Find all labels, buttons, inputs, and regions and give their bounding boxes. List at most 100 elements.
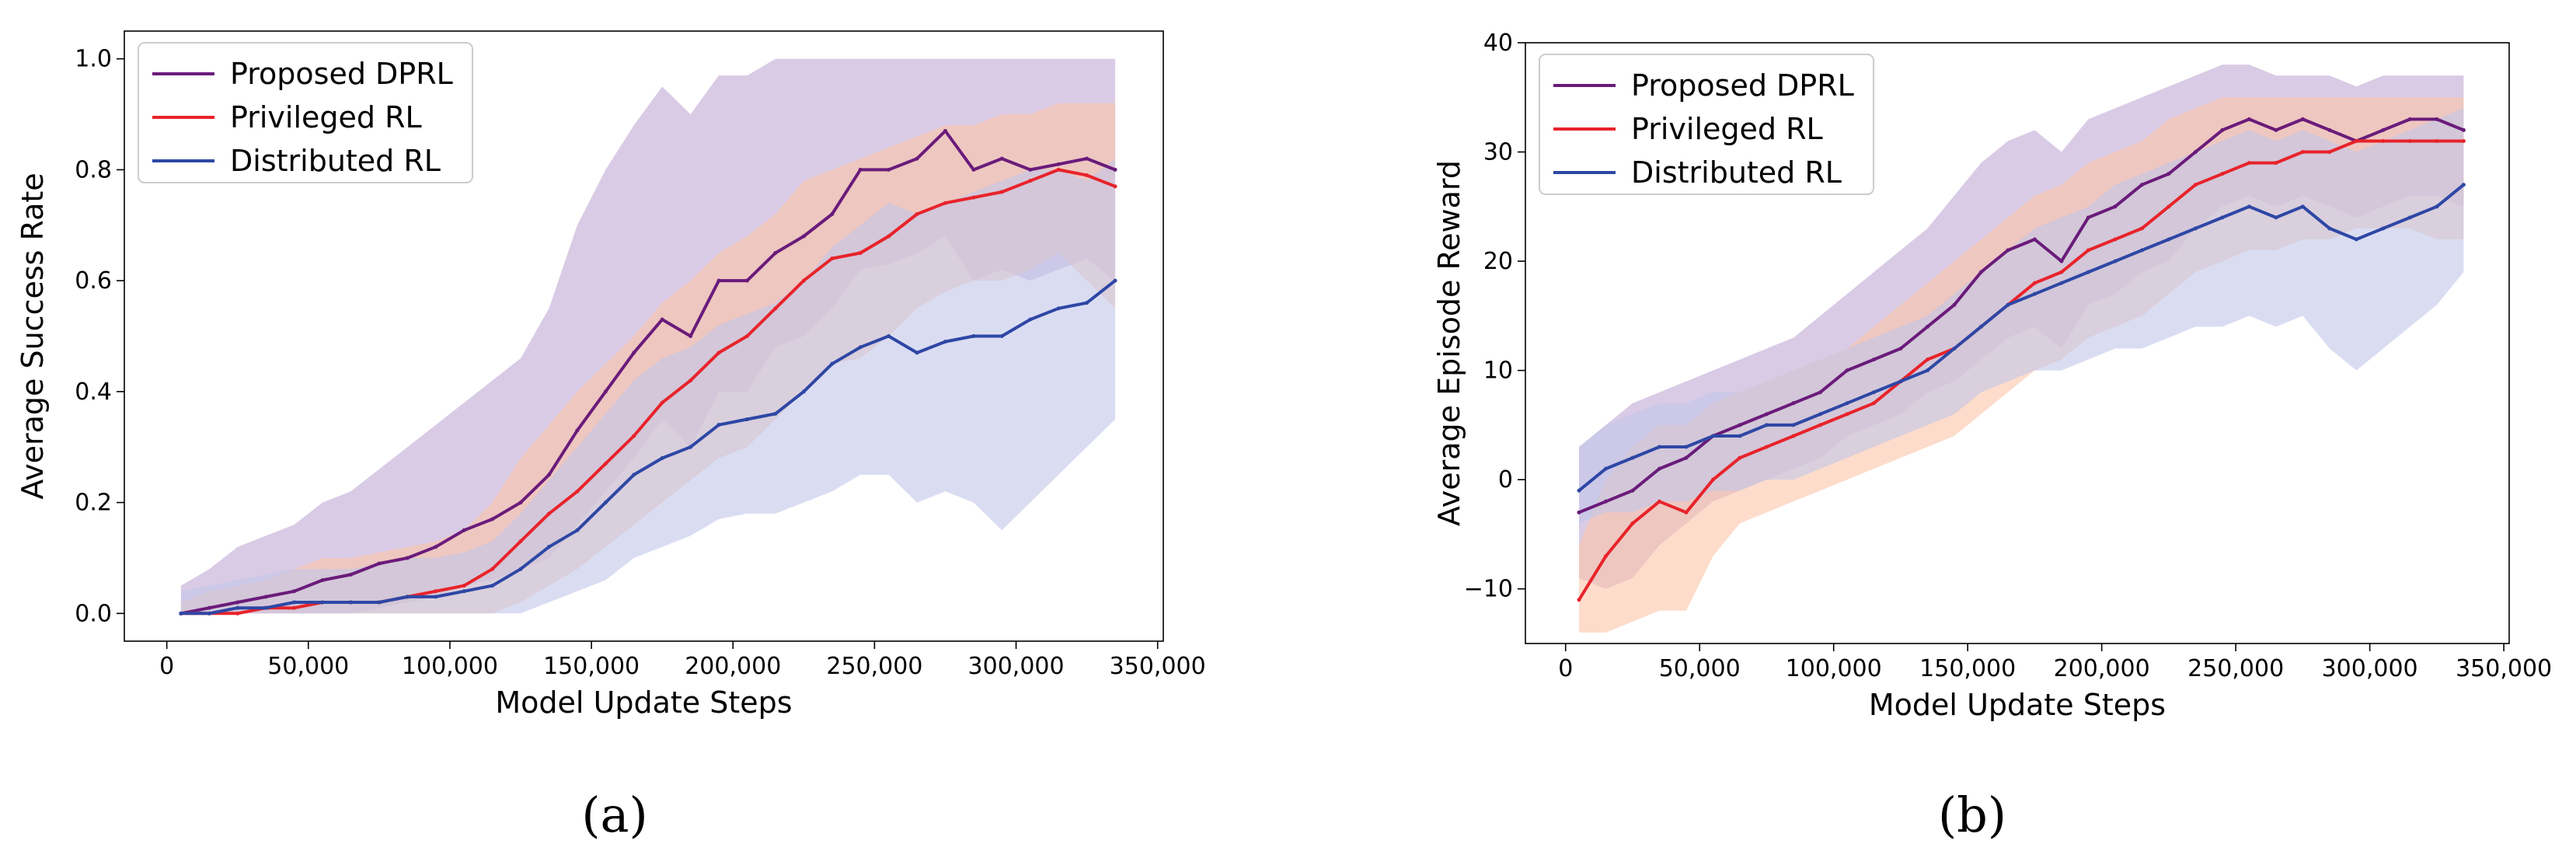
y-axis-label: Average Episode Reward: [1432, 160, 1466, 526]
line-privileged-rl: [1577, 139, 2464, 601]
point-proposed-dprl: [1085, 156, 1089, 161]
point-distributed-rl: [1764, 423, 1769, 427]
legend-label: Proposed DPRL: [1631, 68, 1854, 103]
point-proposed-dprl: [1764, 412, 1769, 417]
point-proposed-dprl: [2327, 127, 2332, 132]
point-privileged-rl: [518, 539, 523, 544]
point-distributed-rl: [2086, 270, 2090, 274]
point-distributed-rl: [546, 545, 551, 549]
x-tick-label: 100,000: [402, 653, 498, 680]
point-proposed-dprl: [1925, 324, 1929, 329]
x-tick-label: 50,000: [267, 653, 349, 680]
y-tick-label: 10: [1483, 358, 1513, 385]
line-proposed-dprl: [180, 129, 1116, 616]
point-privileged-rl: [1710, 477, 1715, 482]
point-proposed-dprl: [2461, 127, 2466, 132]
legend-box: [1539, 54, 1874, 195]
y-tick-label: 40: [1483, 30, 1513, 57]
point-proposed-dprl: [2220, 127, 2225, 132]
legend-label: Distributed RL: [230, 144, 441, 178]
point-privileged-rl: [1845, 412, 1849, 417]
plot-area: [179, 58, 1117, 616]
point-proposed-dprl: [1577, 510, 1581, 514]
point-privileged-rl: [2407, 138, 2412, 143]
point-distributed-rl: [1738, 434, 1742, 438]
point-distributed-rl: [632, 473, 636, 477]
point-privileged-rl: [490, 567, 495, 571]
point-distributed-rl: [2300, 204, 2305, 209]
point-distributed-rl: [1113, 278, 1117, 283]
point-proposed-dprl: [1791, 401, 1796, 406]
point-proposed-dprl: [2086, 215, 2090, 220]
point-distributed-rl: [1056, 306, 1061, 311]
point-distributed-rl: [1028, 317, 1033, 322]
point-privileged-rl: [1684, 510, 1689, 514]
line-distributed-rl: [180, 279, 1117, 616]
point-privileged-rl: [2139, 226, 2144, 231]
point-privileged-rl: [1056, 167, 1061, 172]
point-distributed-rl: [1818, 412, 1822, 417]
point-proposed-dprl: [1978, 270, 1983, 274]
point-proposed-dprl: [2381, 127, 2386, 132]
point-privileged-rl: [1925, 358, 1929, 362]
point-proposed-dprl: [688, 334, 693, 338]
point-privileged-rl: [2300, 150, 2305, 155]
chart-panel-a: 0 50,000 100,000 150,000 200,000 250,000 300,0…: [16, 30, 1206, 843]
point-proposed-dprl: [1684, 455, 1689, 460]
point-proposed-dprl: [1603, 499, 1608, 504]
point-proposed-dprl: [2166, 172, 2171, 176]
point-distributed-rl: [292, 600, 297, 605]
point-distributed-rl: [2032, 291, 2037, 296]
x-tick-label: 250,000: [826, 653, 922, 680]
point-privileged-rl: [1818, 423, 1822, 427]
point-privileged-rl: [292, 605, 297, 610]
point-proposed-dprl: [999, 156, 1004, 161]
point-privileged-rl: [1577, 598, 1581, 602]
point-distributed-rl: [2247, 204, 2251, 209]
point-proposed-dprl: [2300, 117, 2305, 121]
legend-label: Privileged RL: [230, 100, 422, 134]
point-proposed-dprl: [801, 234, 806, 239]
point-proposed-dprl: [1952, 302, 1957, 307]
point-distributed-rl: [2381, 226, 2386, 231]
point-privileged-rl: [2274, 161, 2278, 166]
point-distributed-rl: [518, 567, 523, 571]
point-proposed-dprl: [348, 572, 353, 577]
point-proposed-dprl: [2059, 259, 2064, 263]
point-proposed-dprl: [263, 595, 268, 599]
point-distributed-rl: [999, 334, 1004, 338]
point-distributed-rl: [1085, 301, 1089, 305]
band-distributed-rl: [1579, 108, 2464, 524]
x-tick-label: 250,000: [2187, 655, 2284, 682]
point-distributed-rl: [462, 589, 466, 594]
point-distributed-rl: [1630, 455, 1635, 460]
point-distributed-rl: [688, 445, 693, 449]
point-proposed-dprl: [2274, 127, 2278, 132]
point-distributed-rl: [1952, 347, 1957, 351]
point-distributed-rl: [1978, 324, 1983, 329]
point-distributed-rl: [858, 345, 863, 350]
point-distributed-rl: [716, 423, 721, 427]
point-distributed-rl: [2059, 281, 2064, 285]
point-privileged-rl: [1113, 184, 1117, 189]
y-tick-label: −10: [1464, 576, 1513, 603]
chart-panel-b: 0 50,000 100,000 150,000 200,000 250,000 300,0…: [1432, 30, 2552, 843]
y-tick-label: 1.0: [75, 46, 112, 73]
point-privileged-rl: [632, 434, 636, 438]
point-proposed-dprl: [1657, 466, 1661, 471]
point-privileged-rl: [2461, 138, 2466, 143]
point-privileged-rl: [2032, 281, 2037, 285]
y-tick-label: 0: [1498, 466, 1513, 494]
point-distributed-rl: [2006, 302, 2010, 307]
point-privileged-rl: [1871, 401, 1876, 406]
point-privileged-rl: [1657, 499, 1661, 504]
point-privileged-rl: [2113, 237, 2118, 242]
band-distributed-rl: [180, 159, 1116, 614]
point-distributed-rl: [1603, 466, 1608, 471]
point-proposed-dprl: [2193, 150, 2198, 155]
line-proposed-dprl: [1578, 117, 2465, 514]
point-proposed-dprl: [490, 517, 495, 521]
point-distributed-rl: [434, 595, 438, 599]
point-privileged-rl: [2086, 248, 2090, 253]
point-distributed-rl: [1898, 379, 1903, 384]
